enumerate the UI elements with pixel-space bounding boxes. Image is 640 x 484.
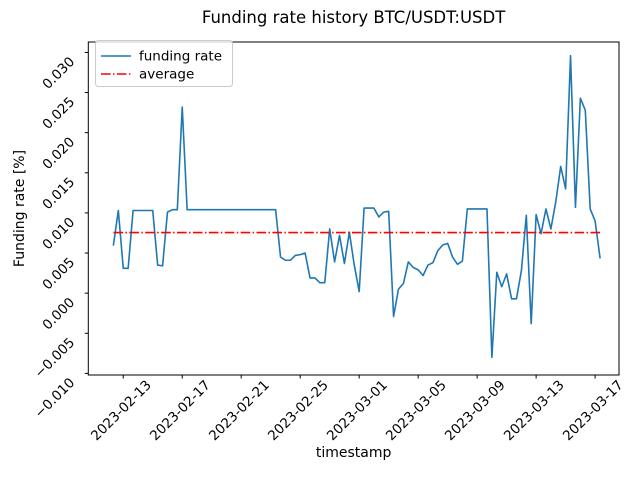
legend-label-funding-rate: funding rate <box>139 49 222 65</box>
legend-label-average: average <box>139 67 194 83</box>
funding-rate-line <box>112 54 601 359</box>
plot-series <box>112 54 601 359</box>
legend-box <box>95 40 233 87</box>
legend: funding rate average <box>95 40 233 87</box>
x-axis-label: timestamp <box>316 445 392 461</box>
y-axis-label: Funding rate [%] <box>12 150 28 267</box>
plot-area-border <box>87 41 620 376</box>
chart-title: Funding rate history BTC/USDT:USDT <box>202 8 506 27</box>
axis-ticks <box>84 51 596 379</box>
